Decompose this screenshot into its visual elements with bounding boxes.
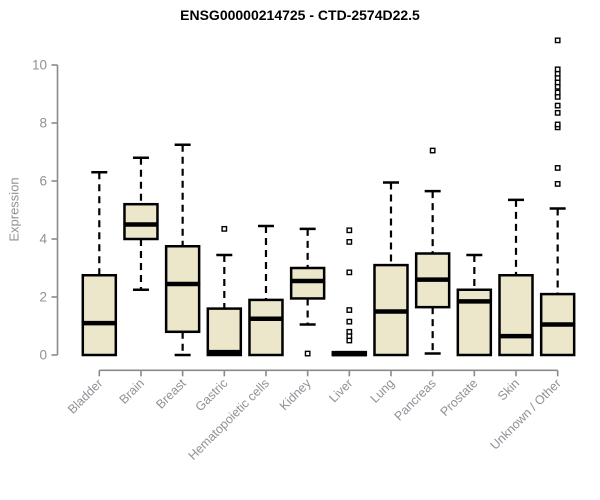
x-tick-label-hematopoietic-cells: Hematopoietic cells (186, 376, 273, 463)
boxplot-prostate (456, 253, 493, 357)
outlier-point (346, 269, 353, 276)
x-tick-label-bladder: Bladder (65, 376, 105, 416)
outlier-point (346, 318, 353, 325)
x-tick-label-gastric: Gastric (193, 376, 231, 414)
outlier-point (346, 227, 353, 234)
boxplot-hematopoietic-cells (248, 224, 284, 357)
boxplot-breast (164, 143, 201, 357)
y-tick-label: 2 (39, 290, 47, 305)
x-tick-label-pancreas: Pancreas (392, 376, 439, 423)
boxplot-liver (331, 227, 368, 357)
outlier-point (221, 225, 228, 232)
y-tick-label: 8 (39, 116, 47, 131)
boxplot-gastric (206, 225, 243, 357)
box (206, 307, 243, 357)
x-tick-label-breast: Breast (153, 376, 189, 412)
x-tick-label-lung: Lung (368, 376, 398, 406)
x-tick-label-kidney: Kidney (277, 376, 314, 413)
outlier-point (304, 350, 311, 357)
boxplot-pancreas (414, 147, 451, 355)
chart-title: ENSG00000214725 - CTD-2574D22.5 (180, 7, 420, 23)
outlier-point (554, 121, 561, 128)
outlier-point (554, 165, 561, 171)
y-tick-label: 4 (39, 232, 47, 247)
x-tick-label-liver: Liver (326, 376, 355, 405)
box (164, 245, 201, 334)
boxplot-kidney (289, 227, 326, 357)
y-tick-label: 10 (32, 58, 47, 73)
box (498, 274, 534, 357)
x-tick-label-skin: Skin (495, 376, 522, 403)
boxplot-bladder (81, 171, 118, 357)
box (123, 202, 159, 241)
outlier-point (554, 37, 561, 44)
outlier-point (554, 180, 561, 187)
boxplot-lung (373, 181, 409, 357)
boxplot-skin (498, 198, 534, 357)
outlier-point (429, 147, 436, 154)
outlier-point (554, 89, 561, 96)
outlier-point (554, 66, 561, 73)
x-tick-label-unknown-other: Unknown / Other (488, 376, 564, 452)
box (248, 298, 284, 357)
x-tick-label-prostate: Prostate (438, 376, 481, 419)
outlier-point (554, 109, 561, 116)
y-tick-label: 0 (39, 348, 47, 363)
outlier-point (346, 328, 353, 335)
outlier-point (346, 307, 353, 313)
box (81, 274, 118, 357)
outlier-point (346, 238, 353, 245)
y-tick-label: 6 (39, 174, 47, 189)
outlier-point (554, 102, 561, 109)
boxplot-unknown-other (539, 37, 576, 357)
boxplot-brain (123, 156, 159, 291)
x-tick-label-brain: Brain (117, 376, 148, 407)
